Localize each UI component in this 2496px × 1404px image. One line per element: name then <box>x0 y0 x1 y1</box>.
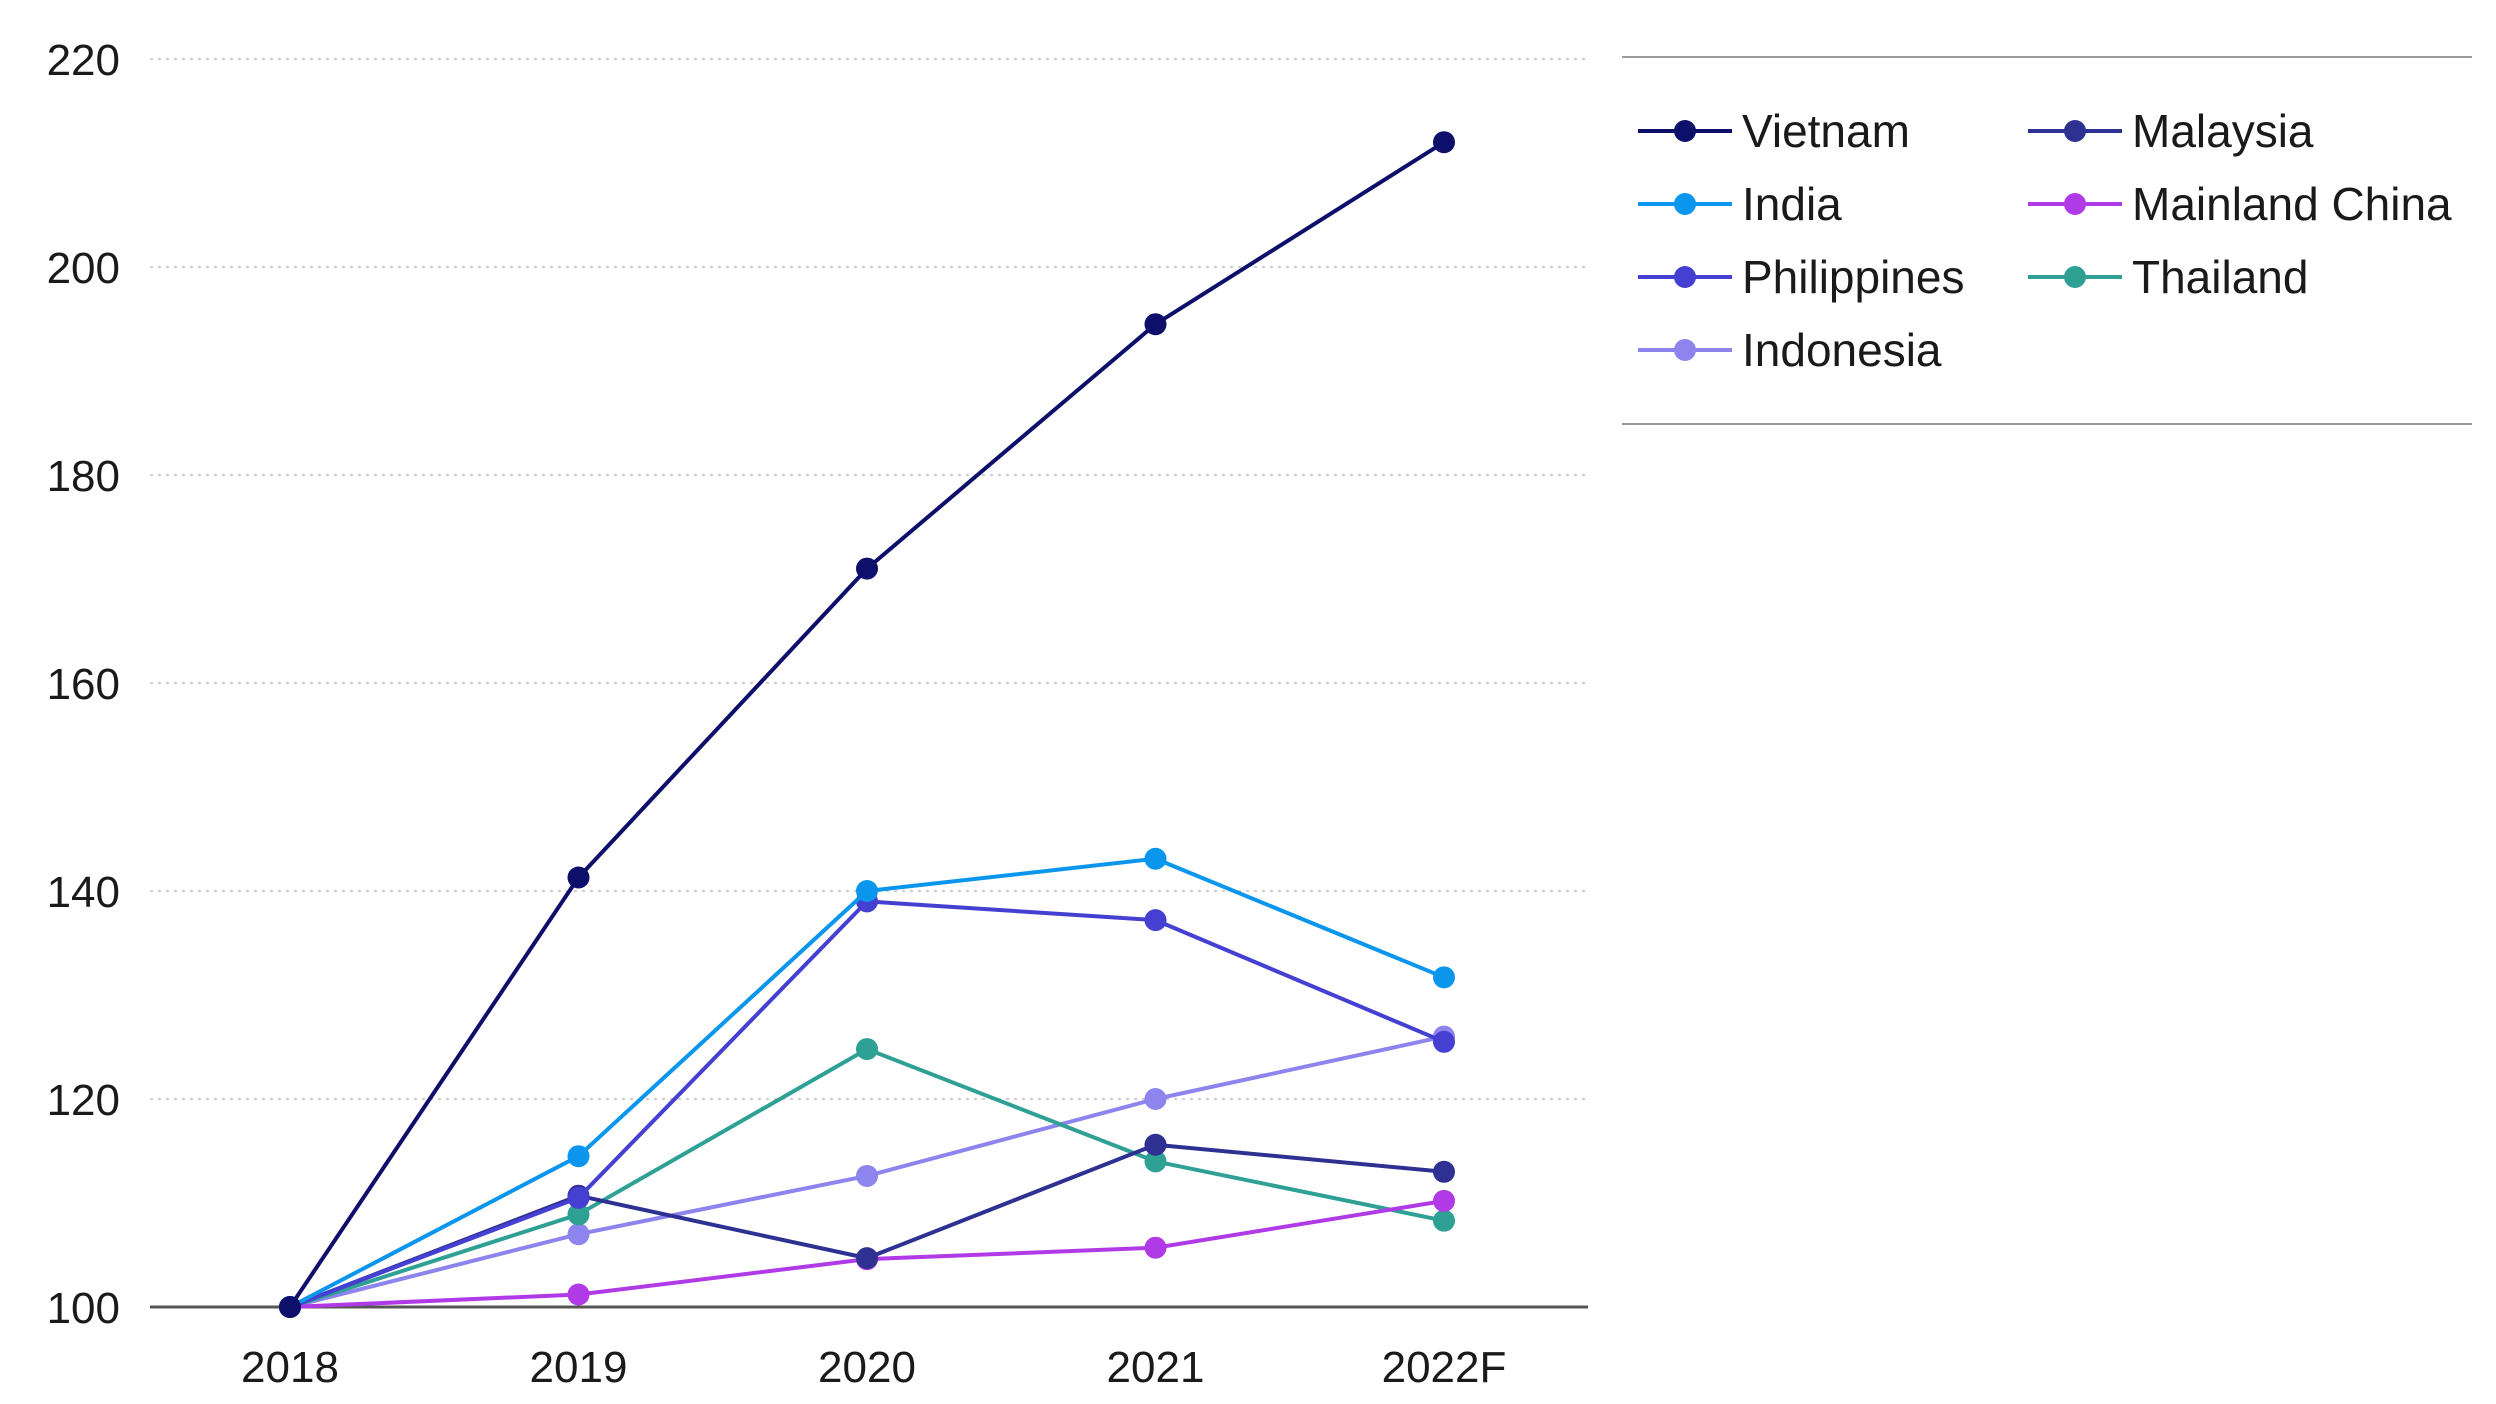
series-line-philippines <box>289 899 1445 1309</box>
series-thailand <box>279 1038 1455 1318</box>
data-point-mainland-china <box>1433 1189 1455 1212</box>
legend-swatch-marker <box>1674 339 1696 361</box>
y-tick-label: 140 <box>47 868 120 917</box>
legend-swatch-marker <box>1674 266 1696 288</box>
x-tick-label: 2020 <box>818 1343 916 1392</box>
legend-label: Vietnam <box>1742 105 1910 157</box>
legend-label: Thailand <box>2132 251 2308 303</box>
y-tick-label: 200 <box>47 244 120 293</box>
data-point-philippines <box>1144 909 1167 932</box>
data-point-india <box>567 1145 590 1168</box>
data-point-india <box>1433 966 1455 989</box>
data-point-vietnam <box>856 557 878 580</box>
data-point-india <box>856 880 878 902</box>
legend-item-india: India <box>1638 178 1842 230</box>
legend-swatch-marker <box>2064 193 2086 215</box>
data-point-india <box>1144 847 1167 870</box>
y-tick-label: 100 <box>47 1284 120 1333</box>
data-point-vietnam <box>567 866 590 889</box>
series-vietnam <box>279 131 1455 1318</box>
series-indonesia <box>279 1025 1455 1318</box>
data-point-mainland-china <box>1144 1236 1167 1259</box>
data-point-thailand <box>856 1038 878 1061</box>
data-point-malaysia <box>856 1247 878 1270</box>
x-tick-label: 2022F <box>1382 1343 1507 1392</box>
legend-swatch-marker <box>2064 120 2086 142</box>
legend-item-malaysia: Malaysia <box>2028 105 2314 157</box>
data-point-vietnam <box>1144 313 1167 336</box>
data-point-indonesia <box>856 1164 878 1187</box>
data-point-thailand <box>1433 1209 1455 1232</box>
legend-item-philippines: Philippines <box>1638 251 1964 303</box>
legend: Vietnam Malaysia India Mainland China Philip… <box>1622 56 2472 425</box>
legend-label: Mainland China <box>2132 178 2452 230</box>
series-line-vietnam <box>288 140 1446 1309</box>
x-tick-label: 2018 <box>241 1343 339 1392</box>
legend-item-mainland-china: Mainland China <box>2028 178 2452 230</box>
y-axis-tick-labels: 100 120 140 160 180 200 220 <box>47 36 120 1333</box>
x-tick-label: 2019 <box>530 1343 628 1392</box>
x-tick-label: 2021 <box>1107 1343 1205 1392</box>
data-point-vietnam <box>279 1296 301 1318</box>
x-axis-tick-labels: 2018 2019 2020 2021 2022F <box>241 1343 1506 1392</box>
data-point-philippines <box>1433 1030 1455 1053</box>
series-group <box>279 131 1455 1318</box>
legend-swatch-marker <box>1674 120 1696 142</box>
legend-label: Indonesia <box>1742 324 1942 376</box>
legend-label: India <box>1742 178 1842 230</box>
data-point-indonesia <box>1144 1088 1167 1110</box>
data-point-malaysia <box>1433 1160 1455 1183</box>
data-point-thailand <box>1144 1150 1167 1173</box>
legend-swatch-marker <box>1674 193 1696 215</box>
data-point-malaysia <box>1144 1133 1167 1156</box>
legend-label: Malaysia <box>2132 105 2314 157</box>
y-tick-label: 220 <box>47 36 120 85</box>
data-point-indonesia <box>567 1223 590 1246</box>
legend-swatch-marker <box>2064 266 2086 288</box>
data-point-mainland-china <box>567 1283 590 1306</box>
y-tick-label: 180 <box>47 452 120 501</box>
data-point-thailand <box>567 1203 590 1226</box>
legend-label: Philippines <box>1742 251 1964 303</box>
data-point-vietnam <box>1433 131 1455 154</box>
legend-item-thailand: Thailand <box>2028 251 2308 303</box>
data-point-philippines <box>567 1186 590 1209</box>
y-tick-label: 120 <box>47 1076 120 1125</box>
y-tick-label: 160 <box>47 660 120 709</box>
legend-item-indonesia: Indonesia <box>1638 324 1942 376</box>
legend-item-vietnam: Vietnam <box>1638 105 1910 157</box>
